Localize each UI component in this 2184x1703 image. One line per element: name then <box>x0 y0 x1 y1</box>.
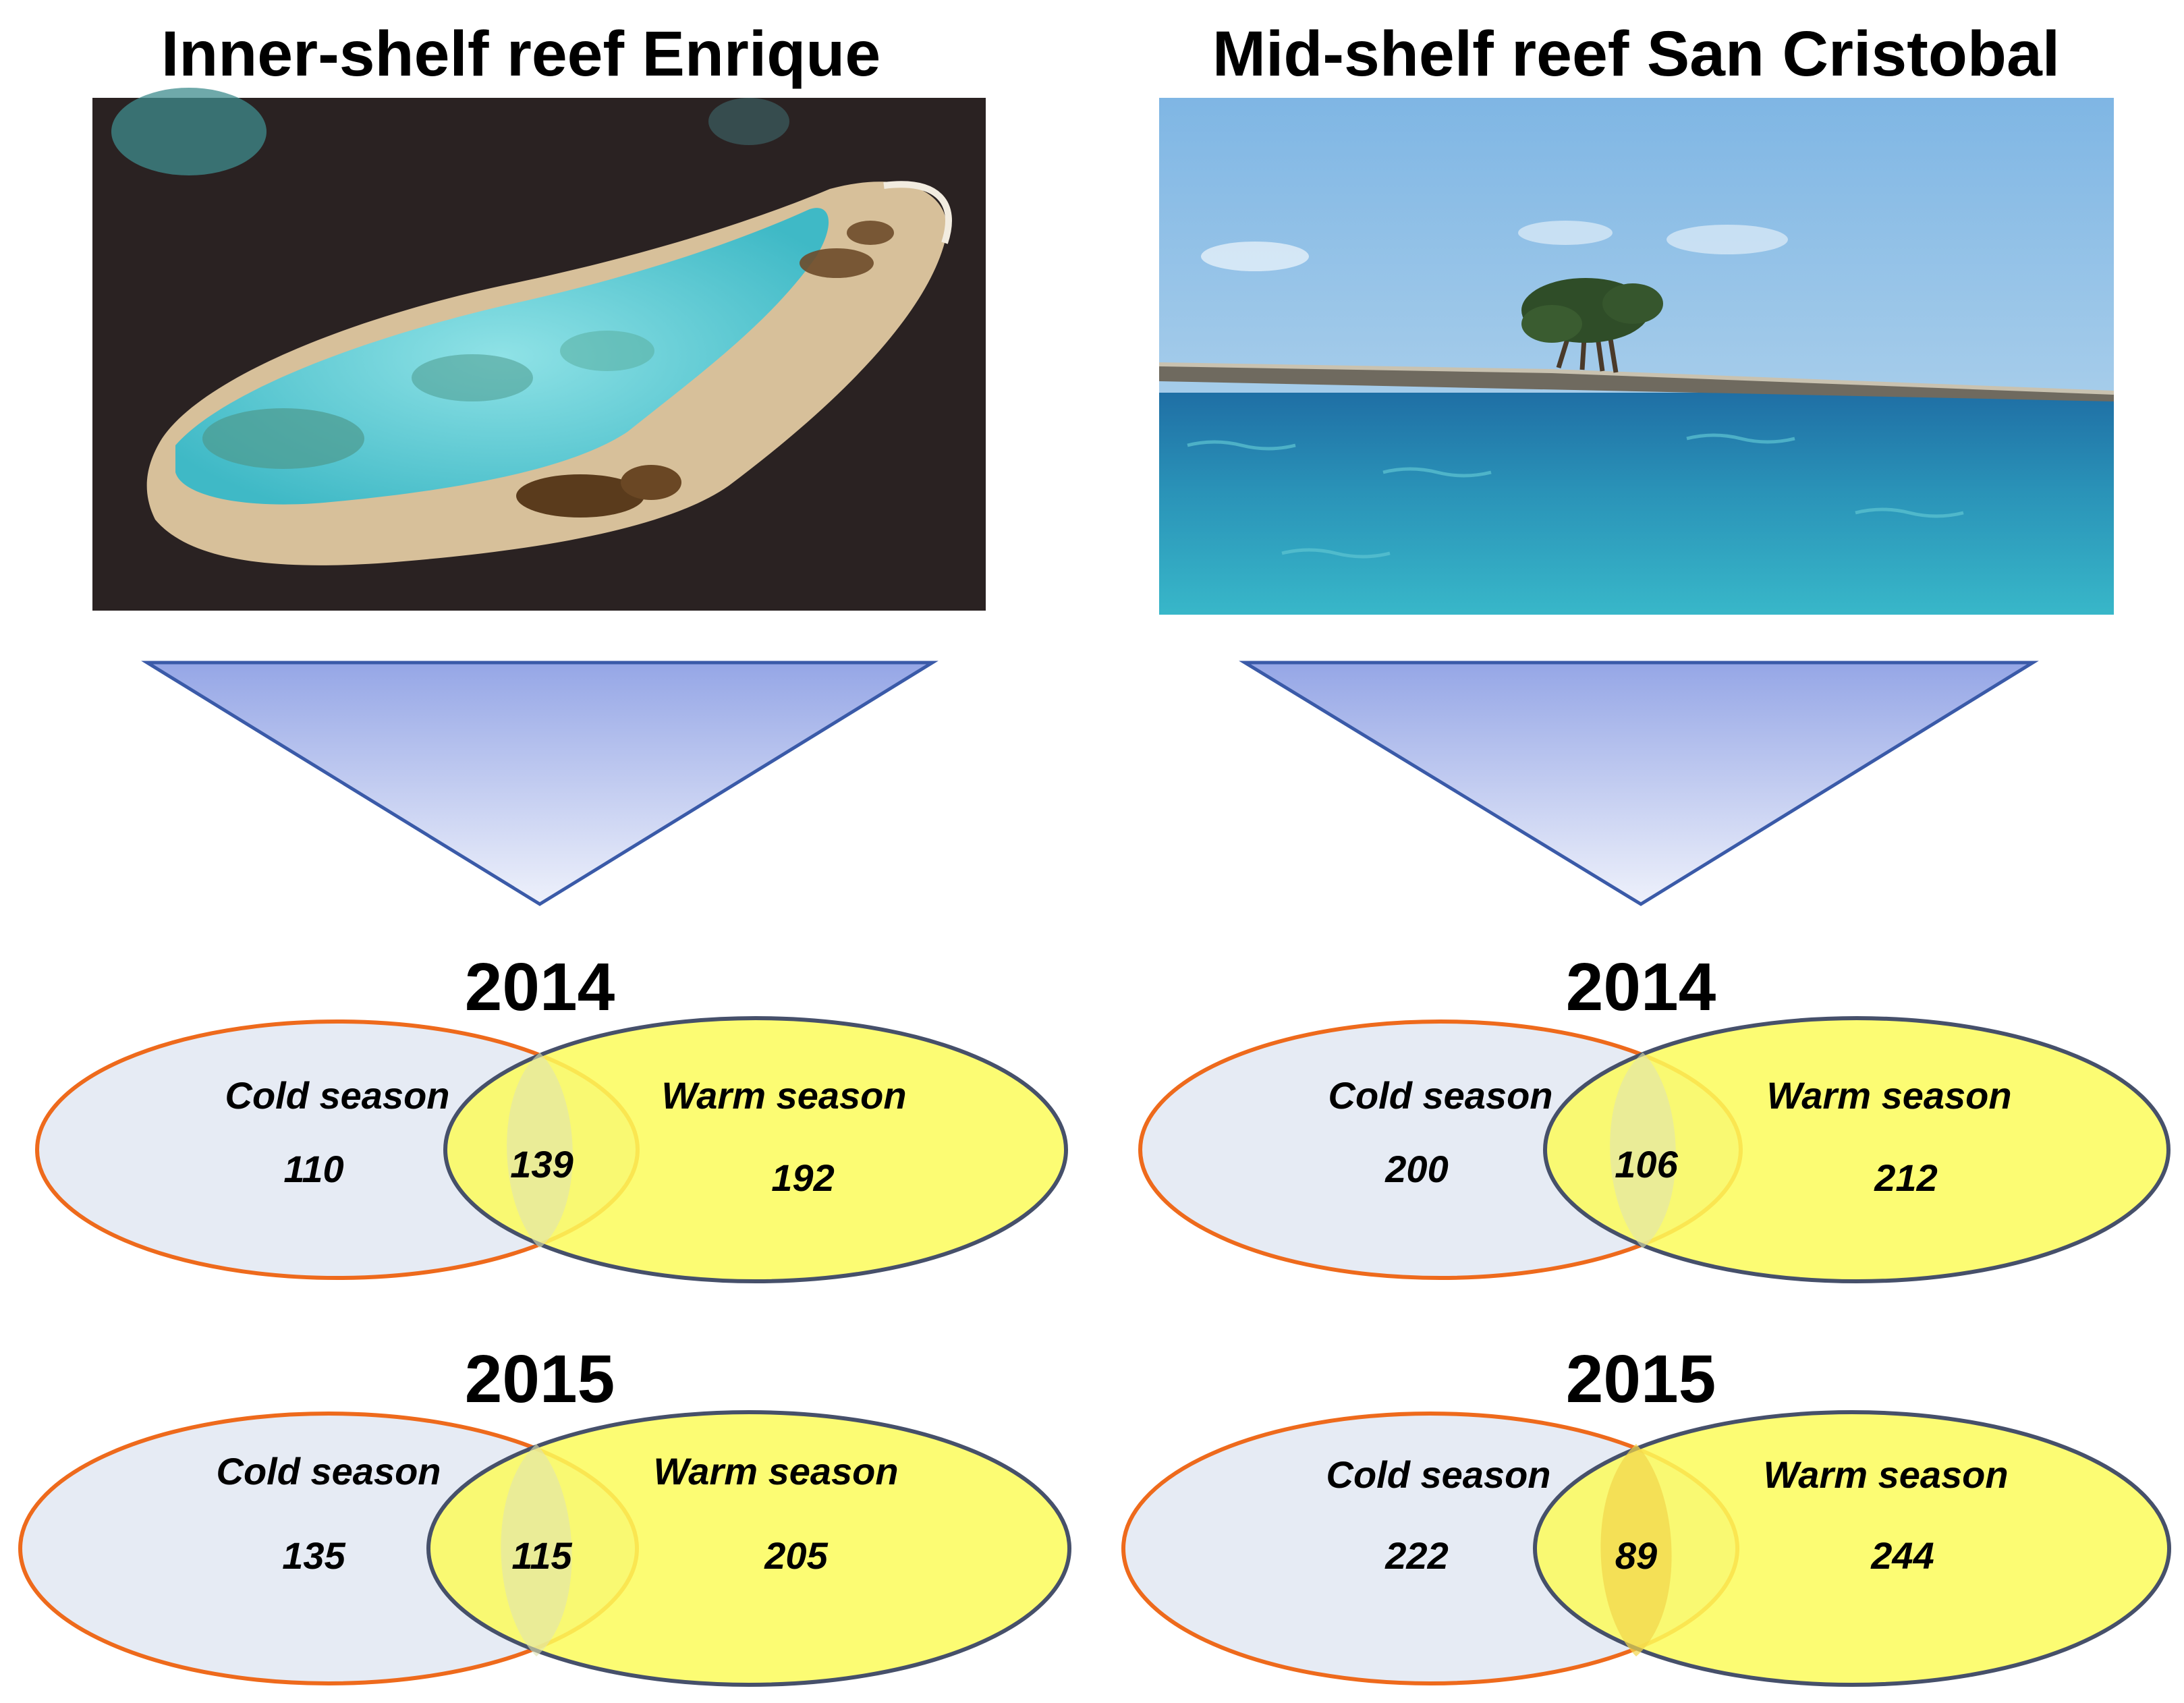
year-label: 2014 <box>1566 949 1716 1025</box>
cold-season-label: Cold season <box>1328 1074 1553 1117</box>
warm-season-circle <box>1543 1016 2171 1283</box>
warm-season-label: Warm season <box>1763 1453 2008 1496</box>
warm-season-circle <box>426 1410 1071 1687</box>
shared-count: 106 <box>1615 1143 1678 1185</box>
shared-count: 89 <box>1615 1534 1657 1577</box>
warm-only-count: 212 <box>1874 1156 1937 1199</box>
cold-only-count: 222 <box>1384 1534 1448 1577</box>
panel-title-left: Inner-shelf reef Enrique <box>161 18 880 90</box>
cold-season-label: Cold season <box>217 1450 441 1492</box>
cold-season-label: Cold season <box>1326 1453 1551 1496</box>
warm-season-circle <box>1533 1410 2171 1687</box>
warm-only-count: 192 <box>771 1156 834 1199</box>
warm-season-label: Warm season <box>1766 1074 2011 1117</box>
venn-san-cristobal-2014: Cold season Warm season 200 106 212 <box>1138 1016 2171 1283</box>
warm-only-count: 205 <box>764 1534 828 1577</box>
cold-season-label: Cold season <box>225 1074 450 1117</box>
year-label: 2015 <box>1566 1341 1716 1417</box>
venn-enrique-2014: Cold season Warm season 110 139 192 <box>35 1016 1068 1283</box>
funnel-left <box>141 661 939 906</box>
satellite-reef-photo <box>92 88 986 611</box>
cold-only-count: 110 <box>283 1148 343 1190</box>
overlap-region <box>501 1444 572 1656</box>
venn-enrique-2015: Cold season Warm season 135 115 205 <box>18 1410 1071 1687</box>
cold-only-count: 200 <box>1384 1148 1448 1190</box>
warm-season-label: Warm season <box>661 1074 906 1117</box>
overlap-region <box>1610 1053 1676 1248</box>
overlap-region <box>507 1053 573 1248</box>
mangrove-island-photo <box>1158 98 2115 615</box>
year-label: 2015 <box>465 1341 615 1417</box>
overlap-region <box>1600 1444 1672 1656</box>
warm-only-count: 244 <box>1870 1534 1934 1577</box>
funnel-right <box>1239 661 2039 906</box>
year-label: 2014 <box>465 949 615 1025</box>
shared-count: 115 <box>511 1534 572 1577</box>
shared-count: 139 <box>510 1143 573 1185</box>
warm-season-label: Warm season <box>653 1450 898 1492</box>
cold-only-count: 135 <box>282 1534 345 1577</box>
warm-season-circle <box>443 1016 1068 1283</box>
panel-title-right: Mid-shelf reef San Cristobal <box>1212 18 2060 90</box>
venn-san-cristobal-2015: Cold season Warm season 222 89 244 <box>1121 1410 2171 1687</box>
